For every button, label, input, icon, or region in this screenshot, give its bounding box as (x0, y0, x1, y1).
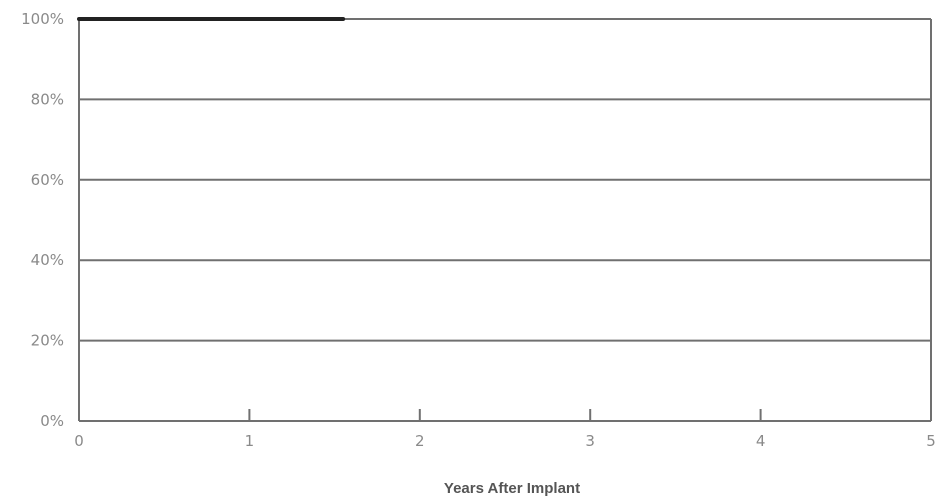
axes (78, 19, 932, 422)
y-tick-label: 0% (40, 412, 64, 430)
y-tick-labels: 0% 20% 40% 60% 80% 100% (21, 10, 64, 430)
x-axis-title: Years After Implant (444, 480, 580, 497)
y-tick-label: 20% (31, 332, 64, 350)
x-tick-label: 2 (415, 432, 425, 450)
x-tick-labels: 0 1 2 3 4 5 (74, 432, 936, 450)
y-tick-label: 80% (31, 90, 64, 108)
y-tick-label: 40% (31, 251, 64, 269)
y-tick-label: 60% (31, 171, 64, 189)
x-tick-label: 0 (74, 432, 84, 450)
y-tick-label: 100% (21, 10, 64, 28)
x-tick-label: 1 (245, 432, 255, 450)
x-tick-label: 4 (756, 432, 766, 450)
x-tick-label: 3 (585, 432, 595, 450)
x-tick-label: 5 (926, 432, 936, 450)
grid-lines (79, 18, 931, 342)
